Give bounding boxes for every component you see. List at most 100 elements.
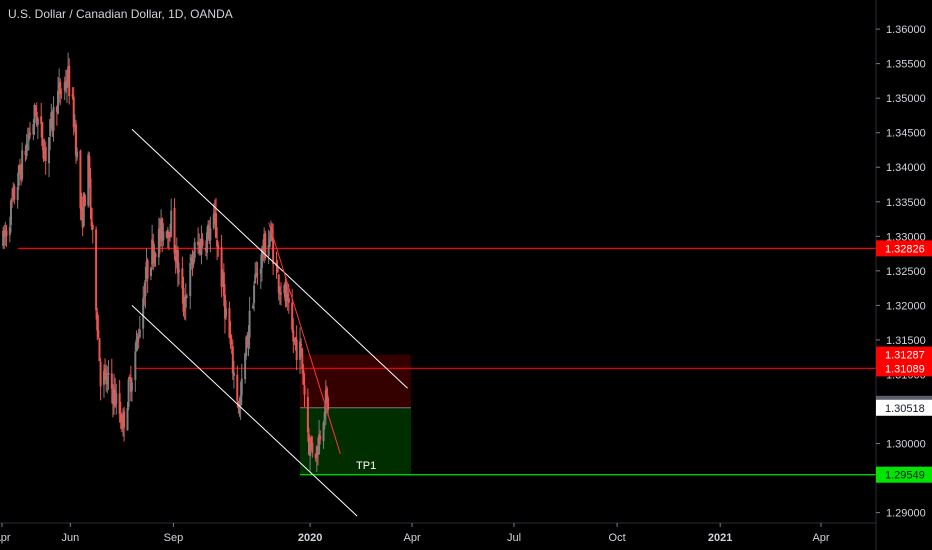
candle-body — [236, 374, 239, 401]
candle-body — [325, 388, 328, 398]
candle-body — [176, 250, 179, 274]
candle-body — [310, 437, 313, 444]
candle-body — [244, 353, 247, 380]
candle-body — [253, 285, 256, 304]
candle-body — [51, 113, 54, 129]
candle-body — [300, 343, 303, 347]
candle-body — [284, 284, 287, 302]
candle-body — [287, 298, 290, 303]
candle-body — [79, 150, 82, 209]
candle-body — [99, 361, 102, 387]
candle-body — [292, 329, 295, 342]
candle-body — [68, 65, 71, 97]
time-tick-label: Jun — [61, 532, 79, 544]
candle-body — [3, 229, 6, 238]
horizontal-lines[interactable] — [18, 247, 876, 476]
candle-body — [309, 439, 312, 456]
time-tick-label: Apr — [0, 532, 11, 544]
candle-body — [146, 260, 149, 279]
price-tick-label: 1.29000 — [886, 508, 926, 520]
candle-body — [152, 241, 155, 262]
candle-body — [110, 373, 113, 389]
candle-body — [143, 296, 146, 299]
candle-body — [307, 434, 310, 455]
price-tick-label: 1.35000 — [886, 93, 926, 105]
candle-body — [199, 241, 202, 254]
candle-body — [231, 346, 234, 374]
time-tick-label: Oct — [609, 532, 626, 544]
candle-body — [217, 245, 220, 249]
candle-body — [83, 194, 86, 207]
candle-body — [190, 257, 193, 262]
candle-body — [74, 124, 77, 156]
candle-body — [130, 382, 133, 391]
candle-body — [59, 82, 62, 95]
price-tick-label: 1.36000 — [886, 24, 926, 36]
candle-body — [88, 155, 91, 182]
candle-body — [4, 232, 7, 237]
candle-body — [294, 337, 297, 343]
candle-body — [319, 435, 322, 440]
candle-body — [170, 210, 173, 238]
candle-body — [42, 148, 45, 159]
candle-body — [71, 94, 74, 97]
candle-body — [118, 393, 121, 415]
candle-body — [268, 238, 271, 248]
candle-body — [316, 448, 319, 455]
price-label-text: 1.31287 — [885, 350, 925, 362]
candle-body — [322, 422, 325, 442]
candle-body — [9, 200, 12, 225]
price-label-box — [876, 466, 932, 483]
candle-body — [323, 412, 326, 420]
candle-body — [324, 390, 327, 415]
candle-body — [98, 338, 101, 362]
candle-body — [81, 207, 84, 228]
candle-body — [314, 453, 317, 459]
candle-body — [52, 106, 55, 131]
candle-body — [138, 329, 141, 338]
candle-body — [165, 231, 168, 238]
candle-body — [251, 305, 254, 309]
candle-body — [295, 339, 298, 361]
candle-body — [264, 233, 267, 258]
candle-body — [122, 413, 125, 427]
candle-body — [239, 395, 242, 406]
candle-body — [29, 132, 32, 135]
time-axis[interactable]: Apr Jun Sep 2020 Apr Jul Oct 2021 Apr — [0, 523, 830, 544]
candle-body — [306, 397, 309, 433]
candle-body — [193, 242, 196, 258]
time-tick-label: Jul — [507, 532, 521, 544]
candle-body — [255, 272, 258, 277]
candle-body — [153, 251, 156, 264]
candle-body — [89, 178, 92, 208]
candle-body — [225, 308, 228, 317]
position-tool[interactable] — [300, 354, 411, 475]
candle-body — [26, 140, 29, 142]
candle-body — [207, 224, 210, 235]
candle-body — [318, 434, 321, 454]
candle-body — [151, 239, 154, 266]
drawing-lines[interactable] — [131, 128, 408, 517]
candle-body — [157, 228, 160, 258]
candle-body — [5, 230, 8, 237]
candle-body — [127, 379, 130, 407]
candle-body — [106, 376, 109, 384]
candle-body — [80, 206, 83, 211]
candle-body — [302, 369, 305, 385]
price-tick-label: 1.32500 — [886, 266, 926, 278]
candle-body — [212, 213, 215, 229]
candle-body — [16, 187, 19, 201]
candle-body — [247, 334, 250, 345]
candle-body — [185, 296, 188, 298]
price-label-box — [876, 399, 932, 416]
candle-body — [160, 220, 163, 238]
candle-body — [11, 198, 14, 200]
candle-body — [327, 397, 330, 411]
candle-body — [222, 272, 225, 296]
annotations: TP1 — [356, 460, 376, 472]
candle-body — [96, 312, 99, 331]
candle-body — [311, 442, 314, 453]
candle-body — [315, 445, 318, 458]
